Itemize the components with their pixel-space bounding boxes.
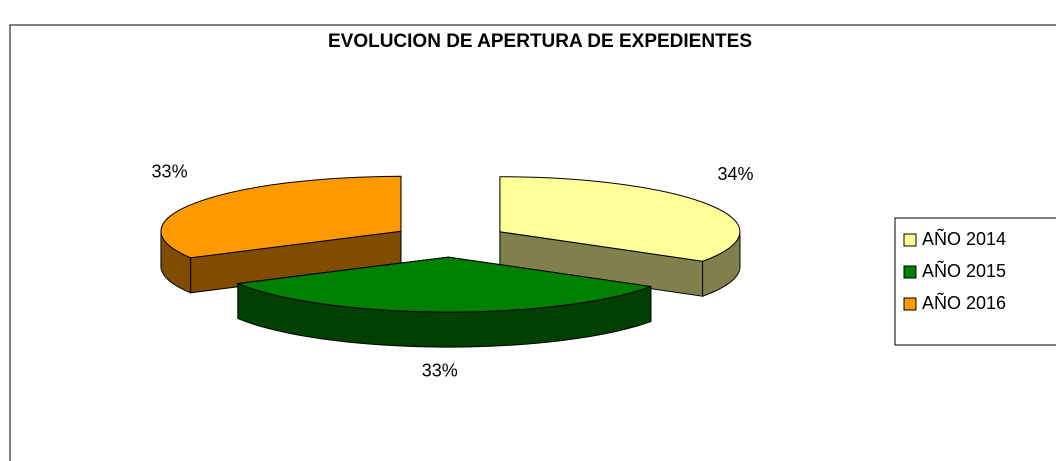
- data-label: 33%: [152, 162, 188, 182]
- legend-swatch: [903, 265, 917, 279]
- chart-title: EVOLUCION DE APERTURA DE EXPEDIENTES: [328, 31, 752, 52]
- legend-label: AÑO 2014: [922, 228, 1006, 249]
- legend-swatch: [903, 297, 917, 311]
- legend-label: AÑO 2015: [922, 260, 1006, 281]
- legend-label: AÑO 2016: [922, 292, 1006, 313]
- legend-box: [894, 217, 1056, 346]
- data-label: 34%: [717, 164, 753, 184]
- slice: [499, 176, 741, 262]
- data-label: 33%: [422, 360, 458, 380]
- legend-swatch: [903, 233, 917, 247]
- slice: [160, 175, 402, 259]
- slice: [235, 256, 652, 313]
